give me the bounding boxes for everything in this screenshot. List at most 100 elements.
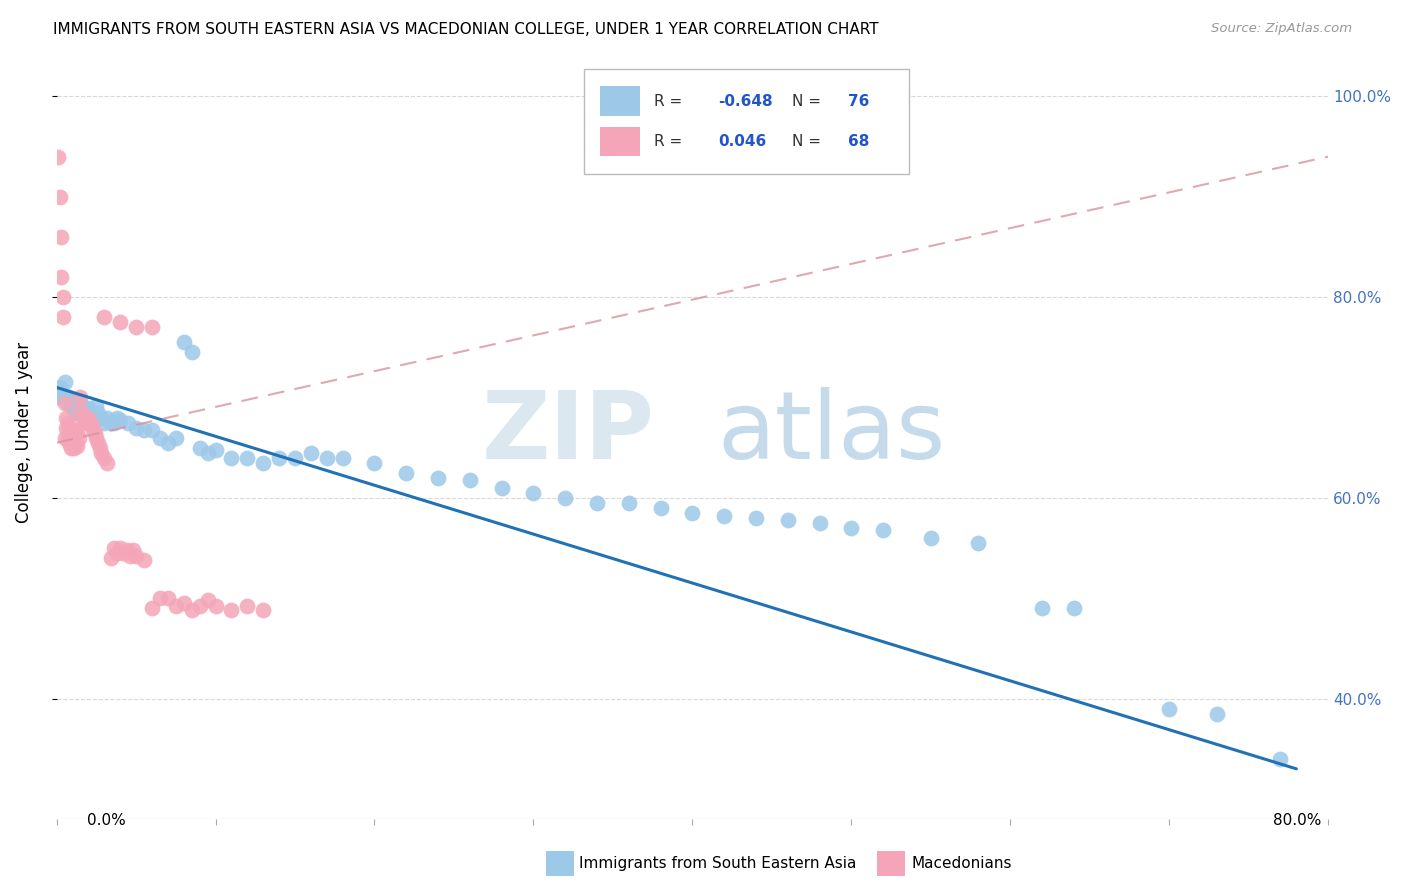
Point (188, 599, 211, 614)
Point (156, 591, 179, 606)
Point (86, 431, 108, 445)
Text: R =: R = (654, 134, 688, 149)
Point (141, 601, 163, 615)
Point (554, 491, 576, 505)
Point (221, 450, 243, 465)
Point (221, 603, 243, 617)
Point (96, 410, 118, 425)
Point (117, 416, 139, 430)
Text: Immigrants from South Eastern Asia: Immigrants from South Eastern Asia (579, 856, 856, 871)
Text: 76: 76 (848, 94, 869, 109)
Text: 0.046: 0.046 (718, 134, 766, 149)
Point (87, 405, 110, 419)
Point (69, 395, 91, 409)
Point (180, 345, 202, 359)
Text: N =: N = (792, 134, 825, 149)
Text: 0.0%: 0.0% (87, 814, 127, 828)
Point (236, 599, 259, 614)
Point (66, 401, 89, 415)
Point (90, 410, 112, 425)
Point (49, 380, 72, 394)
Text: Source: ZipAtlas.com: Source: ZipAtlas.com (1212, 22, 1353, 36)
Point (165, 431, 187, 445)
Point (82, 423, 104, 437)
Point (90, 446, 112, 460)
Text: 80.0%: 80.0% (1274, 814, 1322, 828)
Point (52, 391, 75, 405)
Point (681, 506, 703, 520)
Point (103, 541, 125, 555)
Point (188, 441, 211, 455)
Point (77, 401, 100, 415)
Point (67, 431, 90, 445)
Point (105, 410, 128, 425)
Point (395, 466, 418, 480)
Point (56, 416, 79, 430)
Point (125, 420, 148, 434)
Point (93, 310, 115, 325)
Point (83, 425, 105, 440)
Point (46, 150, 69, 164)
Text: 68: 68 (848, 134, 869, 149)
Text: N =: N = (792, 94, 825, 109)
Point (76, 416, 98, 430)
Point (83, 410, 105, 425)
Point (76, 405, 98, 419)
Point (197, 593, 219, 607)
Point (115, 543, 138, 558)
Point (122, 543, 145, 558)
Point (59, 425, 82, 440)
Point (315, 450, 337, 465)
Point (77, 410, 100, 425)
Point (132, 423, 155, 437)
Text: R =: R = (654, 94, 688, 109)
Point (252, 603, 274, 617)
FancyBboxPatch shape (599, 127, 640, 156)
Point (55, 420, 77, 434)
Point (63, 441, 86, 455)
Point (66, 425, 89, 440)
Point (125, 320, 148, 334)
Point (141, 423, 163, 437)
Point (299, 446, 322, 460)
Point (58, 420, 80, 434)
Point (197, 446, 219, 460)
Point (56, 395, 79, 409)
Point (58, 391, 80, 405)
Point (141, 320, 163, 334)
Point (1205, 706, 1227, 721)
Point (149, 431, 172, 445)
Point (56, 431, 79, 445)
Point (67, 405, 90, 419)
Point (491, 481, 513, 495)
Point (72, 405, 94, 419)
Point (839, 521, 862, 535)
Point (65, 435, 87, 450)
Point (80, 410, 103, 425)
Point (65, 405, 87, 419)
Point (125, 549, 148, 563)
Point (112, 546, 135, 560)
Point (66, 439, 89, 453)
Point (79, 416, 101, 430)
Point (236, 450, 259, 465)
Point (204, 599, 226, 614)
Point (269, 450, 291, 465)
Point (363, 456, 385, 470)
FancyBboxPatch shape (585, 70, 908, 174)
Point (108, 315, 131, 329)
Point (808, 516, 831, 530)
Point (70, 401, 93, 415)
Point (522, 486, 544, 500)
Point (713, 508, 735, 523)
Point (165, 599, 187, 614)
Point (93, 450, 115, 465)
Text: Macedonians: Macedonians (911, 856, 1011, 871)
Point (55, 410, 77, 425)
Point (86, 399, 108, 413)
Point (53, 431, 76, 445)
Point (204, 442, 226, 457)
Point (776, 513, 799, 527)
Point (69, 391, 91, 405)
Point (650, 500, 672, 515)
